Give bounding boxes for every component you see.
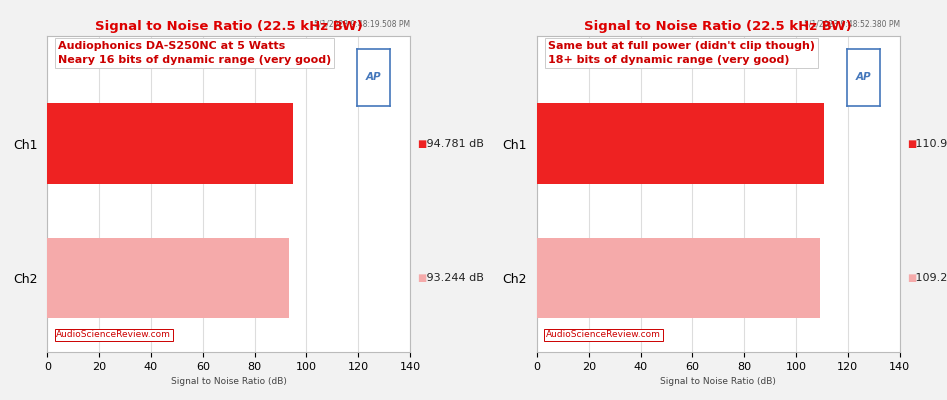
Text: Same but at full power (didn't clip though)
18+ bits of dynamic range (very good: Same but at full power (didn't clip thou… (548, 41, 814, 65)
Text: 5/1/2023 9:48:19.508 PM: 5/1/2023 9:48:19.508 PM (313, 19, 410, 28)
Title: Signal to Noise Ratio (22.5 kHz BW): Signal to Noise Ratio (22.5 kHz BW) (95, 20, 363, 34)
Bar (47, 238, 289, 318)
Text: 5/1/2023 9:48:52.380 PM: 5/1/2023 9:48:52.380 PM (803, 19, 900, 28)
Text: 93.244 dB: 93.244 dB (422, 273, 484, 283)
X-axis label: Signal to Noise Ratio (dB): Signal to Noise Ratio (dB) (170, 377, 287, 386)
Text: 94.781 dB: 94.781 dB (422, 138, 484, 148)
X-axis label: Signal to Noise Ratio (dB): Signal to Noise Ratio (dB) (660, 377, 777, 386)
Bar (537, 238, 820, 318)
Text: Audiophonics DA-S250NC at 5 Watts
Neary 16 bits of dynamic range (very good): Audiophonics DA-S250NC at 5 Watts Neary … (58, 41, 331, 65)
Text: 109.266 dB: 109.266 dB (912, 273, 947, 283)
Title: Signal to Noise Ratio (22.5 kHz BW): Signal to Noise Ratio (22.5 kHz BW) (584, 20, 852, 34)
Bar (537, 103, 825, 184)
Text: AudioScienceReview.com: AudioScienceReview.com (57, 330, 171, 339)
Text: 110.957 dB: 110.957 dB (912, 138, 947, 148)
Text: ■: ■ (418, 273, 426, 283)
Text: AudioScienceReview.com: AudioScienceReview.com (546, 330, 661, 339)
Text: ■: ■ (418, 138, 426, 148)
Bar (47, 103, 293, 184)
Text: ■: ■ (907, 273, 916, 283)
Text: ■: ■ (907, 138, 916, 148)
